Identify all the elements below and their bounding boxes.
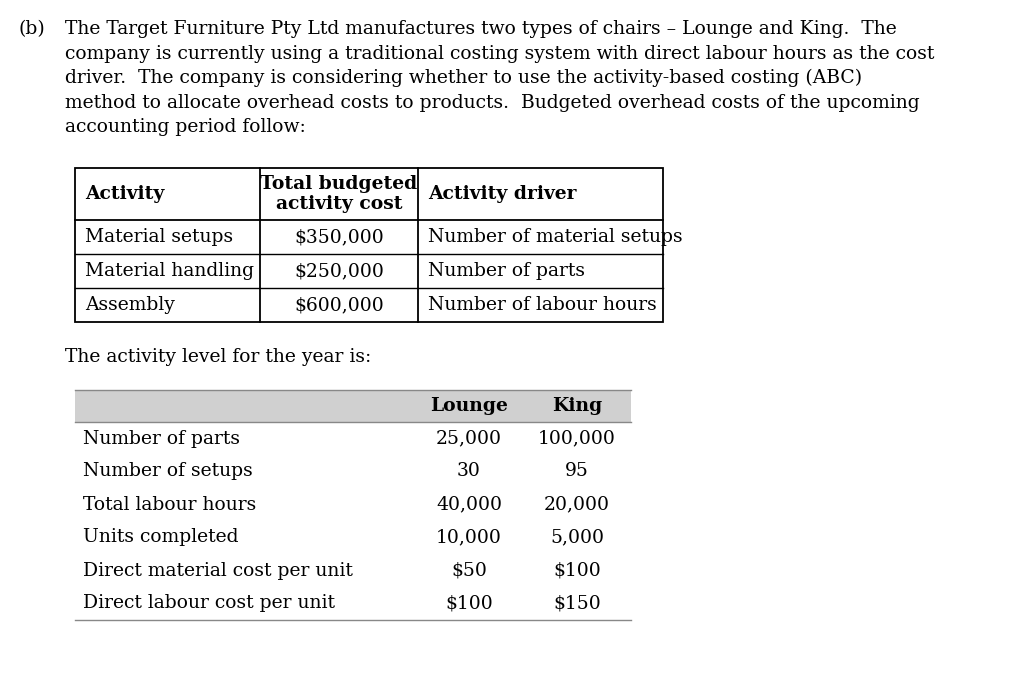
Text: The activity level for the year is:: The activity level for the year is: [65,348,372,366]
Text: 25,000: 25,000 [436,430,502,448]
Bar [75,390,631,422]
Text: Units completed: Units completed [83,529,239,546]
Text: 30: 30 [457,462,481,480]
Text: The Target Furniture Pty Ltd manufactures two types of chairs – Lounge and King.: The Target Furniture Pty Ltd manufacture… [65,20,897,38]
Text: accounting period follow:: accounting period follow: [65,118,306,136]
Text: $100: $100 [445,595,493,613]
Text: $350,000: $350,000 [294,228,384,246]
Text: Material setups: Material setups [85,228,233,246]
Text: method to allocate overhead costs to products.  Budgeted overhead costs of the u: method to allocate overhead costs to pro… [65,94,920,112]
Text: 40,000: 40,000 [436,496,502,514]
Text: $50: $50 [451,561,487,579]
Text: $250,000: $250,000 [294,262,384,280]
Bar [75,168,663,322]
Text: Number of parts: Number of parts [428,262,585,280]
Text: company is currently using a traditional costing system with direct labour hours: company is currently using a traditional… [65,44,934,62]
Text: Activity driver: Activity driver [428,185,577,203]
Text: 10,000: 10,000 [436,529,502,546]
Text: Assembly: Assembly [85,296,175,314]
Text: Number of setups: Number of setups [83,462,253,480]
Text: Material handling: Material handling [85,262,254,280]
Text: Direct labour cost per unit: Direct labour cost per unit [83,595,335,613]
Text: Number of material setups: Number of material setups [428,228,683,246]
Text: driver.  The company is considering whether to use the activity-based costing (A: driver. The company is considering wheth… [65,69,862,87]
Text: Direct material cost per unit: Direct material cost per unit [83,561,353,579]
Text: $600,000: $600,000 [294,296,384,314]
Text: Total labour hours: Total labour hours [83,496,256,514]
Text: 20,000: 20,000 [544,496,610,514]
Text: Total budgeted
activity cost: Total budgeted activity cost [260,175,418,213]
Text: Number of labour hours: Number of labour hours [428,296,656,314]
Text: $100: $100 [553,561,601,579]
Text: 100,000: 100,000 [538,430,616,448]
Text: 95: 95 [565,462,589,480]
Text: $150: $150 [553,595,601,613]
Text: 5,000: 5,000 [550,529,604,546]
Text: Number of parts: Number of parts [83,430,240,448]
Text: King: King [552,397,602,415]
Text: (b): (b) [18,20,45,38]
Text: Lounge: Lounge [430,397,508,415]
Text: Activity: Activity [85,185,165,203]
